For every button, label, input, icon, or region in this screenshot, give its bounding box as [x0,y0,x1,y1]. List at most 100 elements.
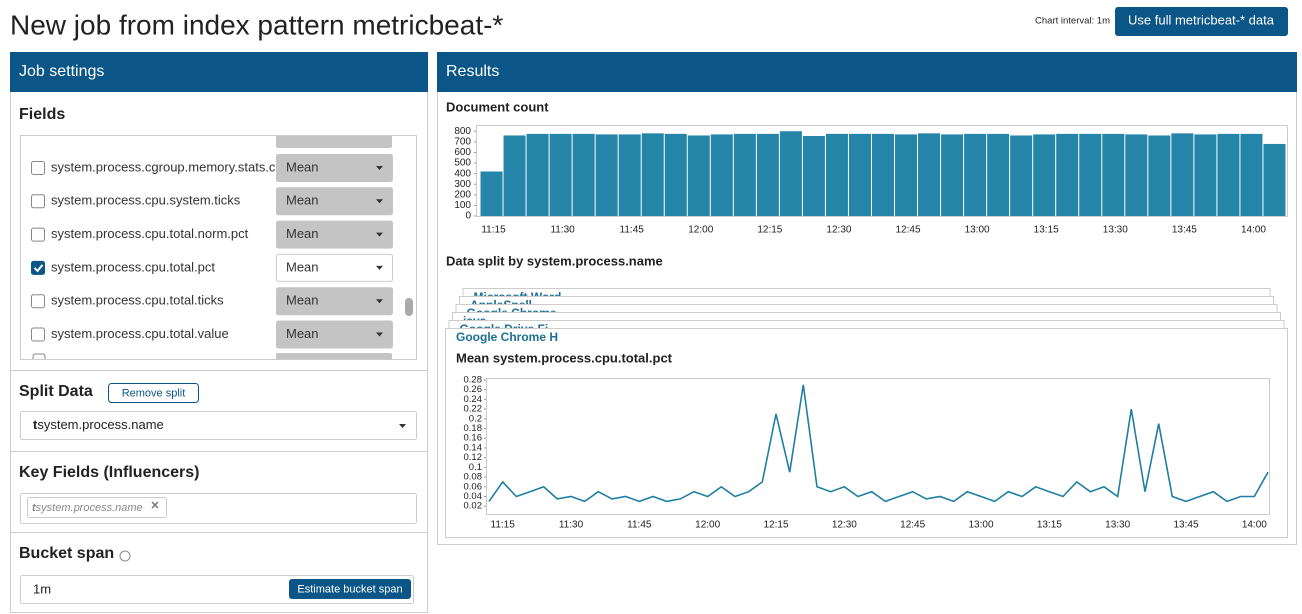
pill-text: tsystem.process.name [32,502,143,514]
y-tick-label: 0.14 [464,442,483,453]
type-icon: t [33,417,38,432]
bar [802,136,825,216]
panel-header [437,52,1297,92]
x-tick-label: 11:45 [620,225,645,236]
scrollbar[interactable] [405,298,413,316]
y-tick-label: 0.22 [464,404,483,415]
bar [503,135,526,216]
x-tick-label: 12:15 [757,225,782,236]
bar [1079,133,1102,216]
aggregation-select[interactable] [276,253,393,282]
field-name: system.process.cpu.total.ticks [51,293,224,308]
chart-interval: Chart interval: 1m [1035,16,1110,27]
x-tick-label: 13:45 [1173,520,1198,531]
x-tick-label: 11:30 [550,225,575,236]
y-tick-label: 0.06 [464,481,483,492]
y-tick-label: 800 [454,126,471,137]
full-data-button[interactable] [1115,7,1288,36]
split-field: system.process.name [37,417,163,432]
x-tick-label: 11:15 [491,520,516,531]
influencer-pill[interactable] [27,497,167,518]
card-title: Google Chrome H [456,330,558,344]
section-title: Fields [19,106,65,123]
bar [871,133,895,216]
checkbox[interactable] [31,227,45,242]
estimate-button[interactable] [289,579,411,599]
aggregation-select[interactable] [276,287,393,316]
bar [987,133,1010,216]
aggregation-select[interactable] [276,187,393,216]
button-label: Estimate bucket span [297,583,402,595]
pill-remove[interactable] [151,501,159,509]
aggregation: Mean [286,259,319,274]
x-tick-label: 11:45 [627,520,652,531]
split-cards: Microsoft WordAppleSpellGoogle Chromejav… [445,288,1288,538]
section-title: Split Data [19,383,93,400]
aggregation: Mean [286,293,319,308]
checkbox[interactable] [31,327,45,342]
bar [848,133,871,216]
fields-rows: system.process.cgroup.memory.stats.c Mean… [31,136,393,359]
bar [895,134,918,216]
bar [687,135,710,216]
pill-field: system.process.name [36,502,143,514]
checkbox[interactable] [31,260,45,275]
bar [1102,133,1125,216]
y-tick-label: 700 [454,136,471,147]
x-tick-label: 12:45 [900,520,925,531]
bar [595,134,618,216]
x-tick-label: 12:00 [688,225,713,236]
checkmark [33,264,44,273]
x-tick-label: 14:00 [1241,225,1266,236]
button-label: Remove split [122,387,186,399]
split-card[interactable] [445,328,1288,538]
aggregation: Mean [286,193,319,208]
aggregation-select[interactable] [276,320,393,349]
x-tick-label: 14:00 [1242,520,1267,531]
field-name: system.process.cpu.total.norm.pct [51,226,249,241]
caret [399,424,406,428]
aggregation-select[interactable] [276,220,393,249]
field-name: system.process.cpu.total.value [51,326,229,341]
y-tick-label: 500 [454,158,471,169]
x-tick-label: 11:15 [481,225,506,236]
x-tick-label: 13:15 [1037,520,1062,531]
bar [549,133,572,216]
bar [664,133,687,216]
aggregation-select[interactable] [276,154,393,182]
chart-frame [486,378,1270,515]
help-icon[interactable] [119,550,131,562]
checkbox-partial [32,353,46,359]
split-value: tsystem.process.name [33,417,164,432]
checkbox[interactable] [31,294,45,309]
caret [376,199,383,204]
page-title: New job from index pattern metricbeat-* [10,9,503,40]
bar [480,171,503,216]
bar [641,133,664,216]
split-select[interactable] [20,411,417,440]
y-tick-label: 0.18 [464,423,483,434]
field-name: system.process.cpu.system.ticks [51,193,241,208]
x-tick-label: 12:45 [896,225,921,236]
y-tick-label: 600 [454,147,471,158]
y-tick-label: 0.1 [469,462,482,473]
chart-title: Mean system.process.cpu.total.pct [456,350,673,365]
y-tick-label: 300 [454,179,471,190]
x-tick-label: 12:00 [695,520,720,531]
checkbox[interactable] [31,194,45,209]
y-tick-label: 0.2 [469,413,482,424]
y-tick-label: 0.08 [464,472,483,483]
y-tick-label: 0.12 [464,452,483,463]
bar [1033,134,1056,216]
bar [1263,143,1286,216]
split-title: Data split by system.process.name [446,253,663,268]
y-tick-label: 400 [454,168,471,179]
x-tick-label: 11:30 [559,520,584,531]
y-tick-label: 0.26 [464,384,483,395]
bar [1056,133,1079,216]
x-tick-label: 13:30 [1103,225,1128,236]
remove-split-button[interactable] [108,383,199,403]
bar [918,133,941,216]
checkbox[interactable] [31,161,45,175]
aggregation: Mean [286,326,319,341]
